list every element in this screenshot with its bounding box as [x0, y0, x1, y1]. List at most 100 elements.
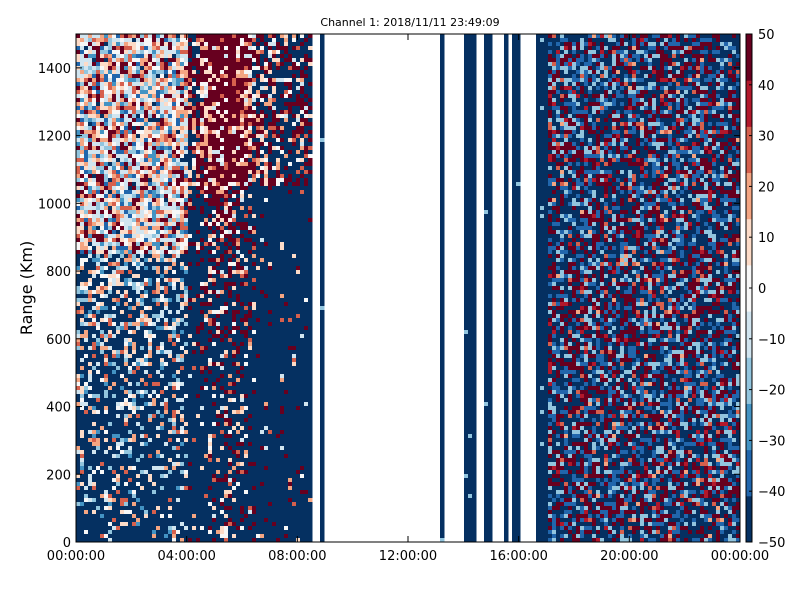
heatmap-cell — [76, 146, 81, 151]
heatmap-cell — [152, 326, 157, 331]
heatmap-cell — [216, 366, 221, 371]
heatmap-cell — [196, 486, 201, 491]
heatmap-cell — [164, 138, 169, 143]
heatmap-cell — [100, 34, 105, 39]
heatmap-cell — [208, 382, 213, 387]
heatmap-cell — [76, 126, 81, 131]
heatmap-cell — [144, 106, 149, 111]
heatmap-cell — [136, 290, 141, 295]
heatmap-cell — [148, 326, 153, 331]
heatmap-cell — [192, 242, 197, 247]
heatmap-cell — [152, 202, 157, 207]
heatmap-cell — [196, 246, 201, 251]
heatmap-cell — [168, 462, 173, 467]
heatmap-cell — [76, 522, 81, 527]
heatmap-cell — [104, 474, 109, 479]
heatmap-cell — [172, 238, 177, 243]
heatmap-cell — [168, 406, 173, 411]
heatmap-cell — [228, 206, 233, 211]
heatmap-cell — [108, 282, 113, 287]
heatmap-cell — [76, 286, 81, 291]
heatmap-cell — [224, 346, 229, 351]
heatmap-cell — [160, 390, 165, 395]
heatmap-cell — [148, 206, 153, 211]
heatmap-cell — [188, 46, 193, 51]
heatmap-cell — [168, 502, 173, 507]
heatmap-cell — [144, 218, 149, 223]
heatmap-cell — [212, 302, 217, 307]
heatmap-cell — [124, 462, 129, 467]
heatmap-cell — [204, 58, 209, 63]
heatmap-cell — [232, 66, 237, 71]
heatmap-cell — [120, 378, 125, 383]
heatmap-cell — [164, 294, 169, 299]
heatmap-cell — [228, 66, 233, 71]
heatmap-cell — [200, 34, 205, 39]
heatmap-cell — [156, 46, 161, 51]
heatmap-cell — [108, 518, 113, 523]
heatmap-cell — [200, 114, 205, 119]
heatmap-cell — [124, 198, 129, 203]
heatmap-cell — [140, 186, 145, 191]
heatmap-cell — [128, 538, 133, 543]
heatmap-cell — [204, 146, 209, 151]
heatmap-cell — [228, 490, 233, 495]
heatmap-cell — [92, 446, 97, 451]
heatmap-cell — [144, 382, 149, 387]
heatmap-cell — [160, 238, 165, 243]
heatmap-cell — [232, 110, 237, 115]
heatmap-cell — [216, 54, 221, 59]
heatmap-cell — [188, 482, 193, 487]
heatmap-cell — [208, 194, 213, 199]
heatmap-cell — [116, 158, 121, 163]
heatmap-cell — [112, 362, 117, 367]
heatmap-cell — [228, 522, 233, 527]
heatmap-cell — [212, 98, 217, 103]
heatmap-cell — [144, 78, 149, 83]
heatmap-cell — [168, 138, 173, 143]
heatmap-cell — [192, 466, 197, 471]
heatmap-cell — [204, 294, 209, 299]
heatmap-cell — [152, 354, 157, 359]
heatmap-cell — [200, 90, 205, 95]
heatmap-cell — [204, 210, 209, 215]
heatmap-cell — [180, 38, 185, 43]
heatmap-cell — [216, 142, 221, 147]
heatmap-cell — [228, 178, 233, 183]
heatmap-cell — [164, 278, 169, 283]
heatmap-cell — [144, 138, 149, 143]
heatmap-cell — [152, 358, 157, 363]
heatmap-cell — [144, 70, 149, 75]
heatmap-cell — [84, 506, 89, 511]
heatmap-cell — [164, 74, 169, 79]
heatmap-cell — [76, 278, 81, 283]
heatmap-cell — [116, 350, 121, 355]
heatmap-cell — [220, 254, 225, 259]
heatmap-cell — [172, 162, 177, 167]
heatmap-cell — [132, 454, 137, 459]
heatmap-cell — [88, 470, 93, 475]
heatmap-cell — [156, 534, 161, 539]
heatmap-cell — [96, 462, 101, 467]
heatmap-cell — [88, 506, 93, 511]
heatmap-cell — [84, 538, 89, 543]
heatmap-cell — [120, 310, 125, 315]
heatmap-cell — [192, 34, 197, 39]
heatmap-cell — [228, 450, 233, 455]
heatmap-cell — [172, 522, 177, 527]
heatmap-cell — [100, 418, 105, 423]
heatmap-cell — [92, 134, 97, 139]
heatmap-cell — [92, 318, 97, 323]
heatmap-cell — [152, 438, 157, 443]
heatmap-cell — [88, 394, 93, 399]
heatmap-cell — [176, 222, 181, 227]
heatmap-cell — [176, 190, 181, 195]
heatmap-cell — [76, 214, 81, 219]
heatmap-cell — [188, 174, 193, 179]
heatmap-cell — [220, 486, 225, 491]
heatmap-cell — [80, 450, 85, 455]
heatmap-cell — [224, 478, 229, 483]
heatmap-cell — [204, 350, 209, 355]
heatmap-cell — [108, 186, 113, 191]
heatmap-cell — [160, 290, 165, 295]
